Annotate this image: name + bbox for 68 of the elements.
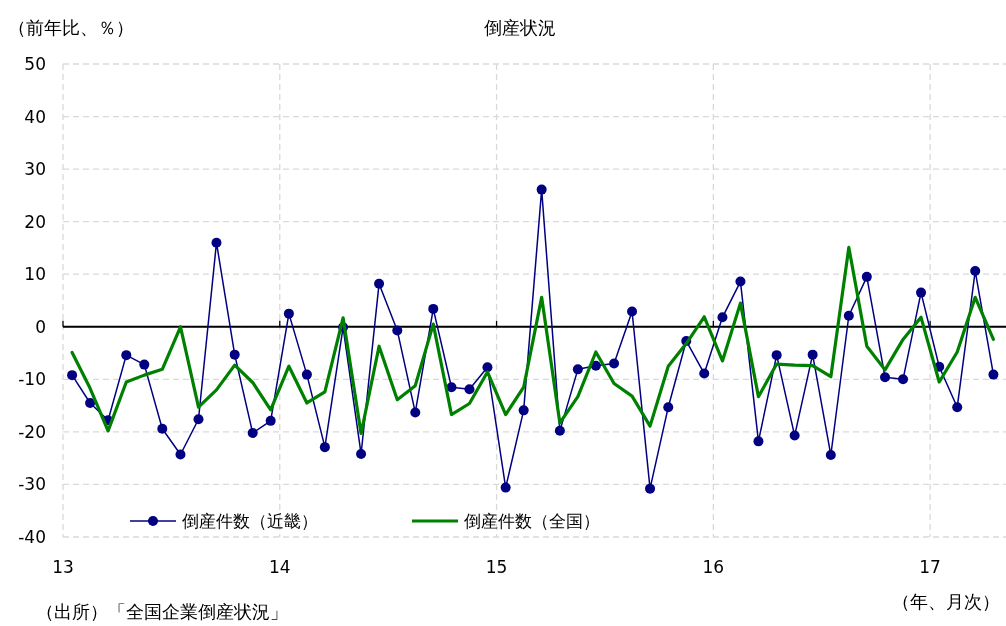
y-tick-label: -20 (18, 421, 46, 442)
point (518, 405, 529, 416)
x-tick-label: 14 (268, 557, 291, 577)
point (789, 430, 800, 441)
y-tick-label: -30 (18, 474, 46, 495)
point (301, 369, 312, 380)
point (139, 359, 150, 370)
point (175, 449, 186, 460)
y-tick-label: 50 (24, 54, 46, 74)
y-tick-label: 20 (24, 211, 46, 232)
y-tick-label: 30 (24, 159, 46, 180)
point (825, 450, 836, 461)
x-tick-label: 13 (52, 557, 74, 577)
legend-label: 倒産件数（近畿） (182, 511, 318, 531)
point (753, 436, 764, 447)
point (482, 362, 493, 373)
point (699, 368, 710, 379)
point (717, 312, 728, 323)
point (319, 442, 330, 453)
y-tick-label: 0 (35, 316, 46, 337)
point (627, 306, 638, 317)
text: （出所）「全国企業倒産状況」 (36, 601, 288, 622)
point (970, 266, 981, 277)
point (500, 482, 511, 493)
point (265, 415, 276, 426)
point (410, 407, 421, 418)
chart-title: 倒産状況 (484, 17, 556, 38)
point (85, 397, 96, 408)
point (67, 370, 78, 381)
x-axis-title: （年、月次） (892, 591, 1000, 612)
point (374, 278, 385, 289)
point (392, 325, 403, 336)
point (157, 423, 168, 434)
point (916, 287, 927, 298)
point (609, 358, 620, 369)
y-tick-label: 40 (24, 106, 46, 127)
y-tick-label: 10 (24, 264, 46, 285)
point (283, 308, 294, 319)
x-tick-label: 16 (702, 557, 725, 577)
point (211, 237, 222, 248)
point (735, 276, 746, 287)
point (952, 402, 963, 413)
point (356, 448, 367, 459)
point (663, 402, 674, 413)
point (229, 349, 240, 360)
point (536, 184, 547, 195)
x-tick-label: 15 (485, 557, 508, 577)
legend-label: 倒産件数（全国） (464, 511, 600, 531)
point (247, 427, 258, 438)
point (193, 414, 204, 425)
x-tick-label: 17 (919, 557, 941, 577)
y-tick-label: -40 (18, 527, 46, 547)
point (898, 374, 909, 385)
point (861, 271, 872, 282)
point (554, 425, 565, 436)
point (645, 483, 656, 494)
point (807, 349, 818, 360)
y-tick-label: -10 (18, 369, 46, 390)
point (988, 369, 999, 380)
y-axis-title: （前年比、％） (8, 17, 134, 38)
point (880, 372, 891, 383)
point (464, 384, 475, 395)
point (843, 310, 854, 321)
point (572, 364, 583, 375)
point (121, 350, 132, 361)
point (446, 382, 457, 393)
point (428, 303, 439, 314)
point (771, 350, 782, 361)
